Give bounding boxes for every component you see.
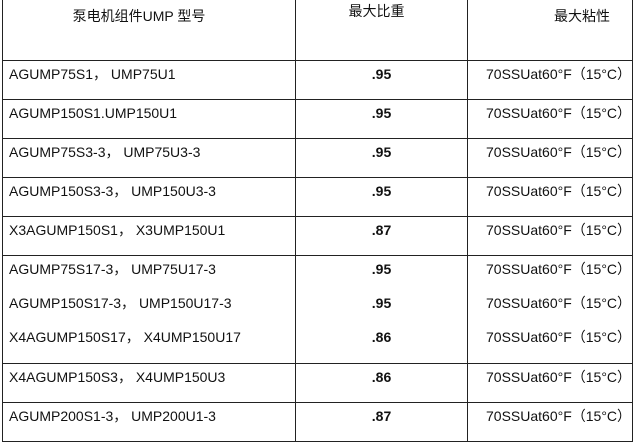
model-cell: AGUMP150S17-3， UMP150U17-3 xyxy=(9,295,232,311)
viscosity-cell: 70SSUat60°F（15°C） xyxy=(486,261,632,277)
viscosity-cell: 70SSUat60°F（15°C） xyxy=(467,177,633,217)
sg-cell: .95 xyxy=(295,177,468,217)
model-cell: AGUMP150S1.UMP150U1 xyxy=(2,99,296,139)
model-cell: X4AGUMP150S3， X4UMP150U3 xyxy=(2,363,296,403)
header-specific-gravity: 最大比重 xyxy=(295,0,468,61)
model-cell: AGUMP150S3-3， UMP150U3-3 xyxy=(2,177,296,217)
model-cell-group: AGUMP75S17-3， UMP75U17-3 AGUMP150S17-3， … xyxy=(2,255,296,364)
table-row: AGUMP75S1， UMP75U1 .95 70SSUat60°F（15°C） xyxy=(2,60,633,100)
table-row: AGUMP75S3-3， UMP75U3-3 .95 70SSUat60°F（1… xyxy=(2,138,633,178)
model-cell: AGUMP75S17-3， UMP75U17-3 xyxy=(9,261,216,277)
model-cell: AGUMP75S1， UMP75U1 xyxy=(2,60,296,100)
sg-cell: .95 xyxy=(295,60,468,100)
sg-cell: .95 xyxy=(295,138,468,178)
header-viscosity: 最大粘性 xyxy=(467,0,633,61)
sg-cell-group: .95 .95 .86 xyxy=(295,255,468,364)
sg-cell: .87 xyxy=(295,216,468,256)
header-model: 泵电机组件UMP 型号 xyxy=(2,0,296,61)
model-cell: AGUMP75S3-3， UMP75U3-3 xyxy=(2,138,296,178)
model-cell: AGUMP200S1-3， UMP200U1-3 xyxy=(2,402,296,442)
table-row: AGUMP150S1.UMP150U1 .95 70SSUat60°F（15°C… xyxy=(2,99,633,139)
viscosity-cell: 70SSUat60°F（15°C） xyxy=(467,60,633,100)
table-row: AGUMP150S3-3， UMP150U3-3 .95 70SSUat60°F… xyxy=(2,177,633,217)
sg-cell: .95 xyxy=(371,261,392,277)
viscosity-cell: 70SSUat60°F（15°C） xyxy=(467,99,633,139)
model-cell: X4AGUMP150S17， X4UMP150U17 xyxy=(9,329,241,345)
viscosity-cell: 70SSUat60°F（15°C） xyxy=(486,329,632,345)
table-row: AGUMP200S1-3， UMP200U1-3 .87 70SSUat60°F… xyxy=(2,402,633,442)
header-row: 泵电机组件UMP 型号 最大比重 最大粘性 xyxy=(2,0,633,61)
sg-cell: .95 xyxy=(371,295,392,311)
viscosity-cell: 70SSUat60°F（15°C） xyxy=(486,295,632,311)
sg-cell: .87 xyxy=(295,402,468,442)
model-cell: X3AGUMP150S1， X3UMP150U1 xyxy=(2,216,296,256)
table-row-group: AGUMP75S17-3， UMP75U17-3 AGUMP150S17-3， … xyxy=(2,255,633,364)
sg-cell: .86 xyxy=(371,329,392,345)
table-row: X4AGUMP150S3， X4UMP150U3 .86 70SSUat60°F… xyxy=(2,363,633,403)
sg-cell: .95 xyxy=(295,99,468,139)
viscosity-cell-group: 70SSUat60°F（15°C） 70SSUat60°F（15°C） 70SS… xyxy=(467,255,633,364)
viscosity-cell: 70SSUat60°F（15°C） xyxy=(467,216,633,256)
viscosity-cell: 70SSUat60°F（15°C） xyxy=(467,402,633,442)
sg-cell: .86 xyxy=(295,363,468,403)
table-row: X3AGUMP150S1， X3UMP150U1 .87 70SSUat60°F… xyxy=(2,216,633,256)
viscosity-cell: 70SSUat60°F（15°C） xyxy=(467,363,633,403)
viscosity-cell: 70SSUat60°F（15°C） xyxy=(467,138,633,178)
